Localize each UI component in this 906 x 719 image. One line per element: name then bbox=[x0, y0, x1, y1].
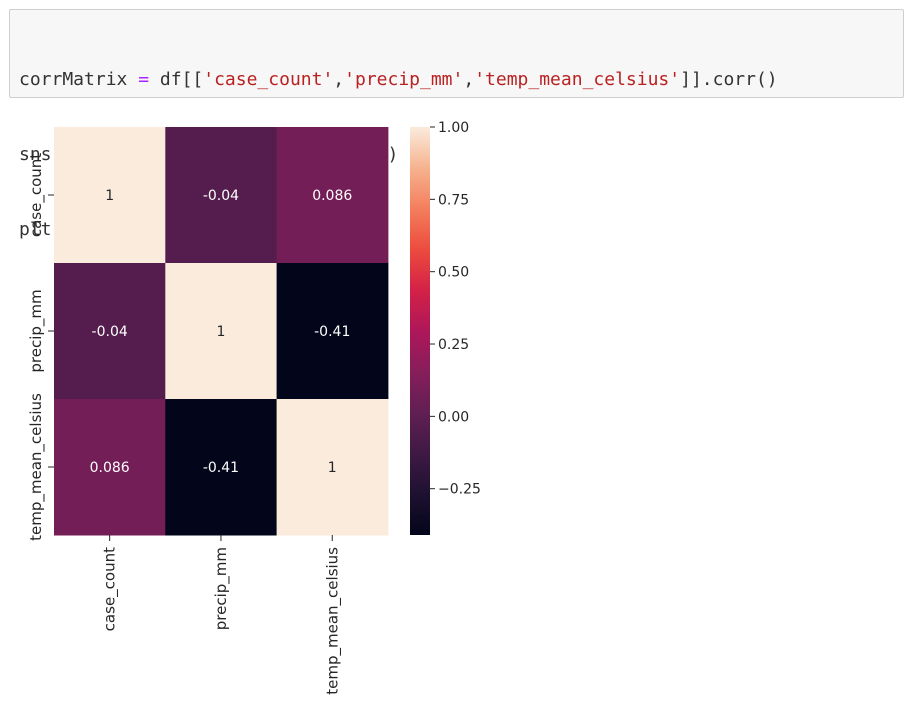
code-token: = bbox=[138, 69, 150, 90]
heatmap-annotations: 1 -0.04 0.086 -0.04 1 -0.41 0.086 -0.41 1 bbox=[90, 188, 353, 476]
cell-annotation: 1 bbox=[216, 324, 225, 340]
x-axis: case_count precip_mm temp_mean_celsius bbox=[101, 535, 342, 695]
cell-output: 1 -0.04 0.086 -0.04 1 -0.41 0.086 -0.41 1 case_c… bbox=[0, 100, 520, 714]
cell-annotation: 0.086 bbox=[312, 188, 352, 204]
code-line: corrMatrix = df[['case_count','precip_mm… bbox=[19, 67, 903, 92]
colorbar-tick-label: 1.00 bbox=[438, 120, 469, 136]
y-tick-label: precip_mm bbox=[27, 289, 46, 372]
x-tick-label: precip_mm bbox=[212, 547, 231, 630]
colorbar-tick-label: 0.00 bbox=[438, 409, 469, 425]
y-tick-label: case_count bbox=[27, 153, 46, 237]
code-token: , bbox=[463, 69, 475, 90]
code-token: 'case_count' bbox=[203, 69, 334, 90]
cell-annotation: -0.41 bbox=[314, 324, 350, 340]
code-token: ]].corr() bbox=[680, 69, 778, 90]
y-axis: case_count precip_mm temp_mean_celsius bbox=[27, 153, 54, 541]
heatmap-cell bbox=[276, 127, 389, 264]
code-token: 'temp_mean_celsius' bbox=[474, 69, 681, 90]
colorbar: 1.00 0.75 0.50 0.25 0.00 −0.25 bbox=[410, 120, 481, 535]
cell-annotation: 1 bbox=[328, 460, 337, 476]
y-tick-label: temp_mean_celsius bbox=[27, 393, 46, 541]
x-tick-label: case_count bbox=[101, 547, 120, 631]
code-token: 'precip_mm' bbox=[344, 69, 464, 90]
heatmap-cell bbox=[54, 127, 166, 264]
heatmap-cell bbox=[276, 263, 389, 400]
heatmap-cell bbox=[54, 399, 166, 536]
cell-annotation: -0.04 bbox=[92, 324, 128, 340]
cell-annotation: 1 bbox=[105, 188, 114, 204]
colorbar-gradient bbox=[410, 127, 430, 535]
colorbar-tick-label: −0.25 bbox=[438, 482, 481, 498]
correlation-heatmap: 1 -0.04 0.086 -0.04 1 -0.41 0.086 -0.41 1 case_c… bbox=[27, 120, 481, 695]
heatmap-cell bbox=[276, 399, 389, 536]
colorbar-tick-label: 0.25 bbox=[438, 337, 469, 353]
code-token: df[[ bbox=[149, 69, 204, 90]
colorbar-tick-label: 0.50 bbox=[438, 265, 469, 281]
code-token: corrMatrix bbox=[19, 69, 139, 90]
cell-annotation: -0.41 bbox=[203, 460, 239, 476]
colorbar-tick-label: 0.75 bbox=[438, 192, 469, 208]
heatmap-cell bbox=[54, 263, 166, 400]
code-token: ) bbox=[387, 144, 399, 165]
heatmap-cell bbox=[165, 127, 278, 264]
cell-annotation: 0.086 bbox=[90, 460, 130, 476]
code-cell[interactable]: corrMatrix = df[['case_count','precip_mm… bbox=[9, 9, 904, 240]
heatmap-cells bbox=[54, 127, 389, 536]
code-token: , bbox=[333, 69, 345, 90]
heatmap-cell bbox=[165, 263, 278, 400]
x-tick-label: temp_mean_celsius bbox=[323, 547, 342, 695]
cell-annotation: -0.04 bbox=[203, 188, 239, 204]
heatmap-cell bbox=[165, 399, 278, 536]
